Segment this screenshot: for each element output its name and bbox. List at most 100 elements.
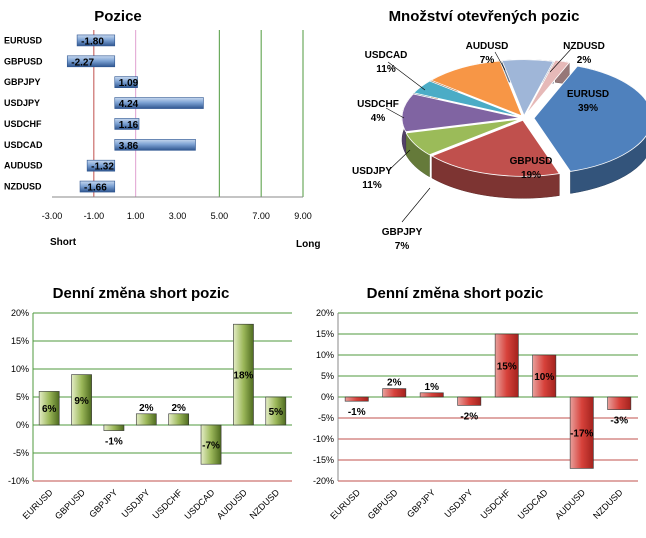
y-tick-label: 10% bbox=[316, 350, 334, 360]
bar-data-label: -3% bbox=[610, 416, 628, 427]
x-tick-label: -1.00 bbox=[84, 211, 105, 221]
pie-label-value: 11% bbox=[376, 64, 396, 75]
bar bbox=[76, 34, 116, 47]
category-label: NZDUSD bbox=[248, 487, 282, 521]
bar-data-label: -17% bbox=[570, 429, 593, 440]
bar bbox=[86, 159, 116, 172]
pie-label-name: AUDUSD bbox=[466, 41, 509, 52]
bar-data-label: 4.24 bbox=[119, 99, 139, 110]
pie-label-name: GBPJPY bbox=[382, 227, 423, 238]
bar bbox=[38, 391, 60, 426]
category-label: NZDUSD bbox=[4, 182, 42, 192]
bar bbox=[494, 333, 519, 398]
bar bbox=[114, 139, 196, 151]
x-tick-label: 3.00 bbox=[169, 211, 187, 221]
pie-slice-gbpjpy bbox=[405, 118, 521, 156]
bar bbox=[265, 396, 287, 426]
chart-title: Pozice bbox=[94, 8, 142, 25]
pie-label-name: GBPUSD bbox=[510, 156, 553, 167]
chart-title: Denní změna short pozic bbox=[53, 285, 230, 302]
pie-slice-gbpusd bbox=[431, 119, 561, 177]
pie-label-value: 7% bbox=[480, 55, 495, 66]
y-tick-label: -5% bbox=[13, 448, 29, 458]
pie-slice-usdjpy bbox=[401, 93, 521, 133]
y-tick-label: 20% bbox=[11, 308, 29, 318]
bar bbox=[103, 424, 125, 431]
bar-data-label: 18% bbox=[233, 371, 253, 382]
pie-slice-usdcad bbox=[430, 60, 523, 117]
bar bbox=[344, 396, 369, 402]
bar bbox=[233, 323, 254, 426]
pie-label-name: USDCAD bbox=[365, 50, 408, 61]
bar bbox=[114, 97, 204, 109]
y-tick-label: -10% bbox=[313, 434, 334, 444]
bar-data-label: 15% bbox=[497, 362, 517, 373]
y-tick-label: 20% bbox=[316, 308, 334, 318]
x-tick-label: -3.00 bbox=[42, 211, 63, 221]
leader-line bbox=[401, 187, 431, 223]
category-label: USDCAD bbox=[516, 487, 550, 521]
y-tick-label: 15% bbox=[11, 336, 29, 346]
leader-line bbox=[385, 107, 405, 119]
chart-title: Množství otevřených pozic bbox=[389, 8, 580, 25]
bar-data-label: 2% bbox=[387, 378, 402, 389]
category-label: EURUSD bbox=[328, 487, 362, 521]
pie-label-value: 11% bbox=[362, 180, 382, 191]
bar-data-label: 5% bbox=[269, 407, 284, 418]
bar-data-label: -7% bbox=[202, 441, 220, 452]
category-label: GBPJPY bbox=[405, 487, 437, 519]
bar bbox=[135, 413, 157, 426]
category-label: AUDUSD bbox=[553, 487, 587, 521]
category-label: GBPJPY bbox=[4, 77, 41, 87]
bar bbox=[66, 55, 116, 68]
bar-data-label: -2% bbox=[460, 411, 478, 422]
bar bbox=[114, 76, 138, 88]
bar bbox=[200, 424, 222, 465]
pie-label-name: USDJPY bbox=[352, 166, 392, 177]
bar-data-label: 2% bbox=[171, 403, 186, 414]
bar bbox=[79, 180, 116, 193]
bar-data-label: 6% bbox=[42, 404, 57, 415]
y-tick-label: -20% bbox=[313, 476, 334, 486]
bar bbox=[419, 392, 444, 398]
bar-data-label: -2.27 bbox=[71, 57, 94, 68]
short-label: Short bbox=[50, 237, 77, 248]
y-tick-label: -10% bbox=[8, 476, 29, 486]
category-label: USDCHF bbox=[479, 487, 513, 521]
x-tick-label: 1.00 bbox=[127, 211, 145, 221]
bar-data-label: -1.80 bbox=[81, 36, 104, 47]
x-tick-label: 9.00 bbox=[294, 211, 312, 221]
category-label: USDCHF bbox=[151, 487, 185, 521]
y-tick-label: 5% bbox=[16, 392, 29, 402]
y-tick-label: -5% bbox=[318, 413, 334, 423]
leader-line bbox=[387, 149, 411, 172]
y-tick-label: 0% bbox=[321, 392, 334, 402]
bar bbox=[114, 118, 140, 130]
category-label: AUDUSD bbox=[215, 487, 249, 521]
y-tick-label: 10% bbox=[11, 364, 29, 374]
pie-label-value: 7% bbox=[395, 241, 410, 252]
short-change-chart-left: Denní změna short pozic 6% 9% -1% 2% 2% -7% 18… bbox=[8, 285, 292, 521]
bar bbox=[168, 413, 190, 426]
category-label: USDJPY bbox=[120, 487, 152, 519]
long-label: Long bbox=[296, 239, 320, 250]
bar-data-label: -1% bbox=[105, 437, 123, 448]
category-label: USDJPY bbox=[4, 98, 40, 108]
pie-label-value: 2% bbox=[577, 55, 592, 66]
category-label: GBPUSD bbox=[53, 487, 87, 521]
category-label: GBPUSD bbox=[4, 56, 43, 66]
category-label: USDCHF bbox=[4, 119, 42, 129]
category-label: NZDUSD bbox=[591, 487, 625, 521]
category-label: GBPUSD bbox=[366, 487, 400, 521]
category-label: USDCAD bbox=[183, 487, 217, 521]
bar-data-label: -1.66 bbox=[84, 183, 107, 194]
bar bbox=[457, 396, 482, 406]
bar bbox=[71, 374, 92, 426]
category-label: GBPJPY bbox=[87, 487, 119, 519]
bar bbox=[569, 396, 594, 469]
bar bbox=[382, 388, 407, 398]
category-label: AUDUSD bbox=[4, 161, 43, 171]
pie-slice-nzdusd bbox=[525, 59, 571, 115]
y-tick-label: 0% bbox=[16, 420, 29, 430]
y-tick-label: 15% bbox=[316, 329, 334, 339]
